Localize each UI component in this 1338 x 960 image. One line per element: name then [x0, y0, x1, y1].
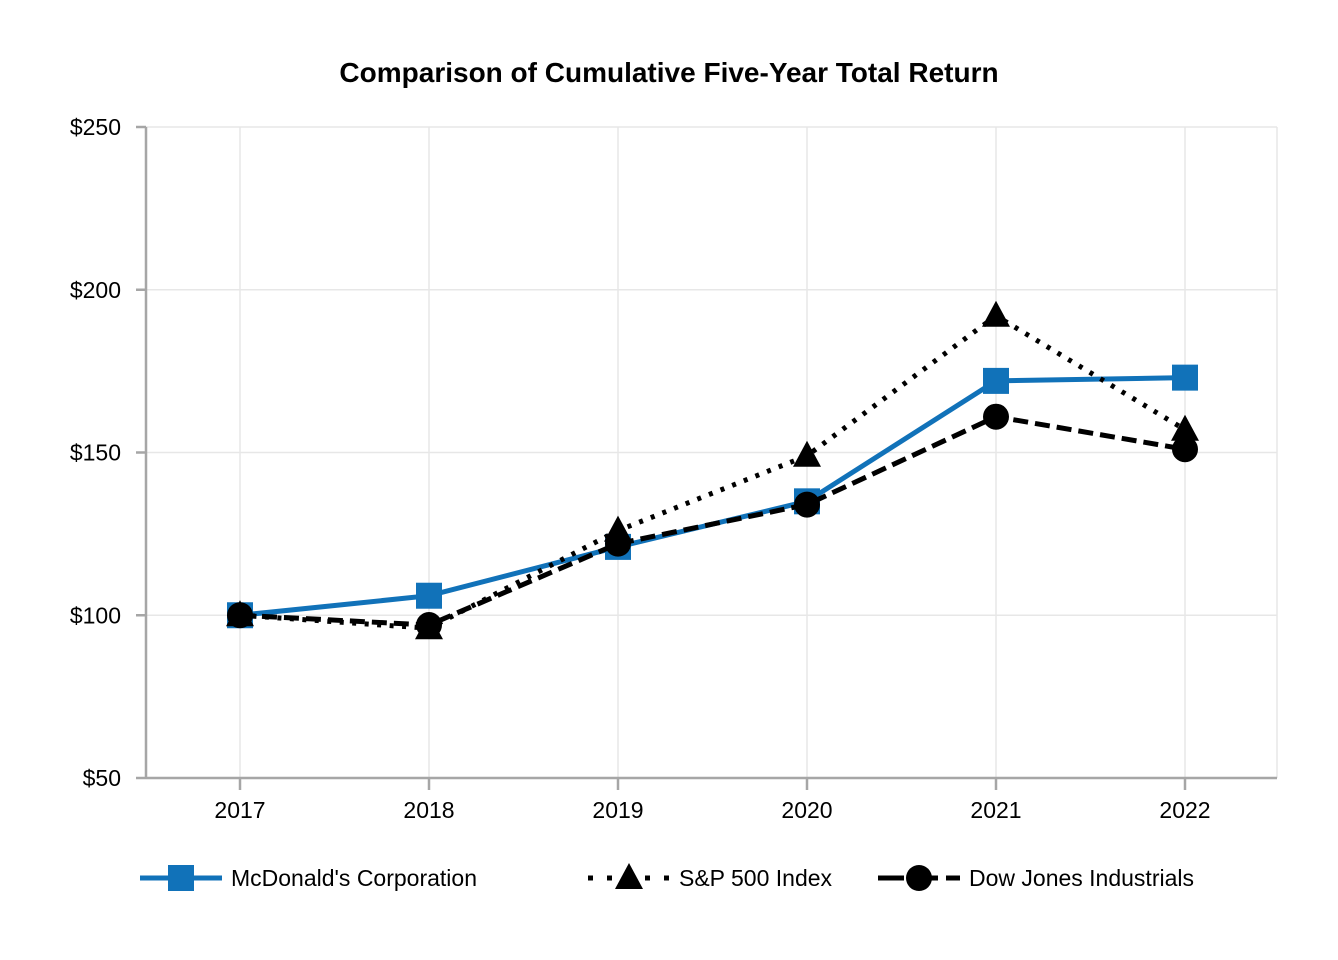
y-tick-label: $100	[70, 602, 121, 628]
x-tick-label: 2017	[214, 797, 265, 823]
circle-marker	[1172, 436, 1198, 463]
circle-marker	[983, 403, 1009, 430]
square-marker	[1172, 364, 1198, 391]
legend-sample-triangle	[588, 863, 670, 889]
series-line-0	[239, 375, 1186, 618]
x-tick-label: 2018	[403, 797, 454, 823]
legend-item-0: McDonald's Corporation	[140, 861, 477, 895]
legend-label: McDonald's Corporation	[231, 864, 478, 891]
triangle-marker	[793, 440, 821, 467]
square-marker	[168, 865, 194, 891]
series-line-2	[239, 414, 1186, 628]
circle-marker	[227, 602, 253, 629]
x-tick-label: 2019	[592, 797, 643, 823]
chart-title: Comparison of Cumulative Five-Year Total…	[339, 57, 999, 88]
x-tick-label: 2022	[1159, 797, 1210, 823]
legend-label: Dow Jones Industrials	[969, 864, 1194, 891]
x-tick-label: 2020	[781, 797, 832, 823]
square-marker	[983, 367, 1009, 394]
square-marker	[416, 582, 442, 609]
circle-marker	[906, 865, 932, 891]
y-tick-label: $200	[70, 277, 121, 303]
y-tick-label: $50	[83, 765, 121, 791]
legend-sample-circle	[878, 865, 960, 891]
circle-marker	[605, 530, 631, 557]
circle-marker	[794, 491, 820, 518]
legend-sample-square	[140, 865, 222, 891]
series-line-1	[239, 312, 1187, 631]
y-tick-label: $250	[70, 114, 121, 140]
legend-item-2: Dow Jones Industrials	[878, 861, 1194, 895]
circle-marker	[416, 612, 442, 639]
triangle-marker	[982, 300, 1010, 327]
x-tick-label: 2021	[970, 797, 1021, 823]
chart-legend: McDonald's Corporation S&P 500 Index Dow J…	[0, 861, 1338, 895]
triangle-marker	[615, 863, 643, 889]
legend-item-1: S&P 500 Index	[588, 861, 832, 895]
legend-label: S&P 500 Index	[679, 864, 833, 891]
triangle-marker	[1171, 414, 1199, 441]
y-tick-label: $150	[70, 440, 121, 466]
